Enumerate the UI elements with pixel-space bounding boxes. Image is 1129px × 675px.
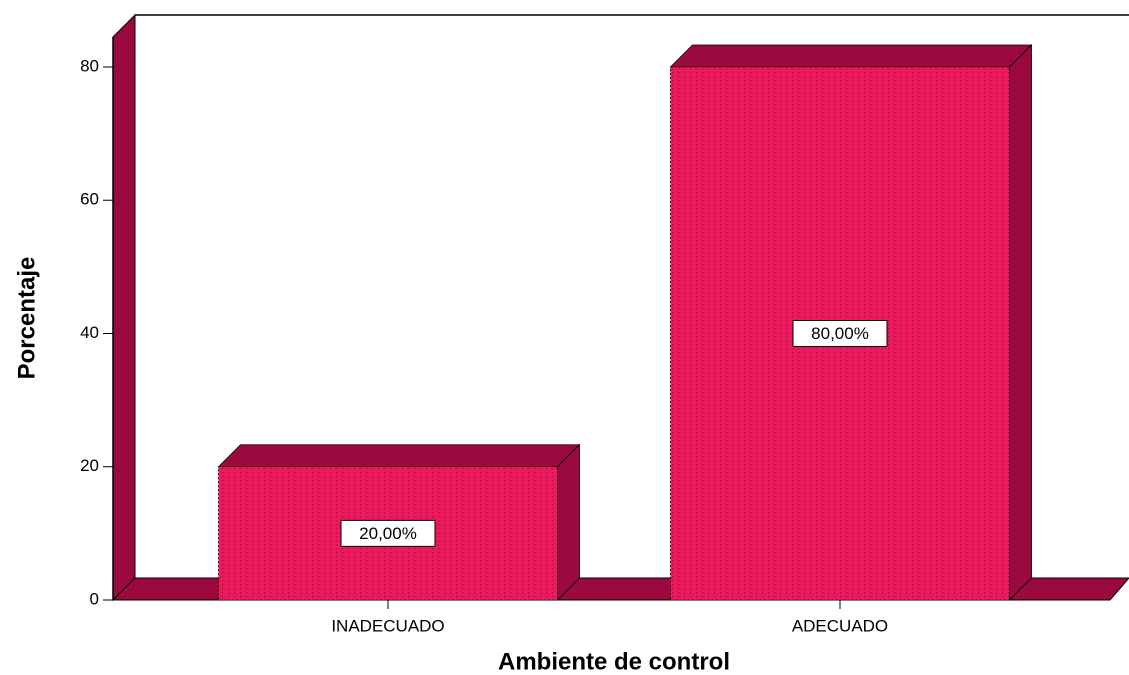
y-tick-label: 0 [90, 589, 99, 608]
x-tick-label: INADECUADO [331, 616, 444, 635]
bar-side [557, 443, 580, 601]
bar-top [669, 44, 1033, 68]
y-tick-label: 60 [80, 190, 99, 209]
y-tick-label: 20 [80, 456, 99, 475]
value-label: 80,00% [811, 324, 869, 343]
left-wall [112, 13, 136, 602]
y-tick-label: 40 [80, 323, 99, 342]
x-axis-title: Ambiente de control [498, 648, 730, 675]
bar-top [217, 444, 581, 468]
value-label: 20,00% [359, 524, 417, 543]
bar-side [1009, 44, 1032, 601]
x-tick-label: ADECUADO [792, 616, 888, 635]
y-axis-title: Porcentaje [13, 257, 40, 380]
value-label-box [340, 519, 436, 547]
value-label-box [792, 319, 888, 347]
y-tick-label: 80 [80, 56, 99, 75]
